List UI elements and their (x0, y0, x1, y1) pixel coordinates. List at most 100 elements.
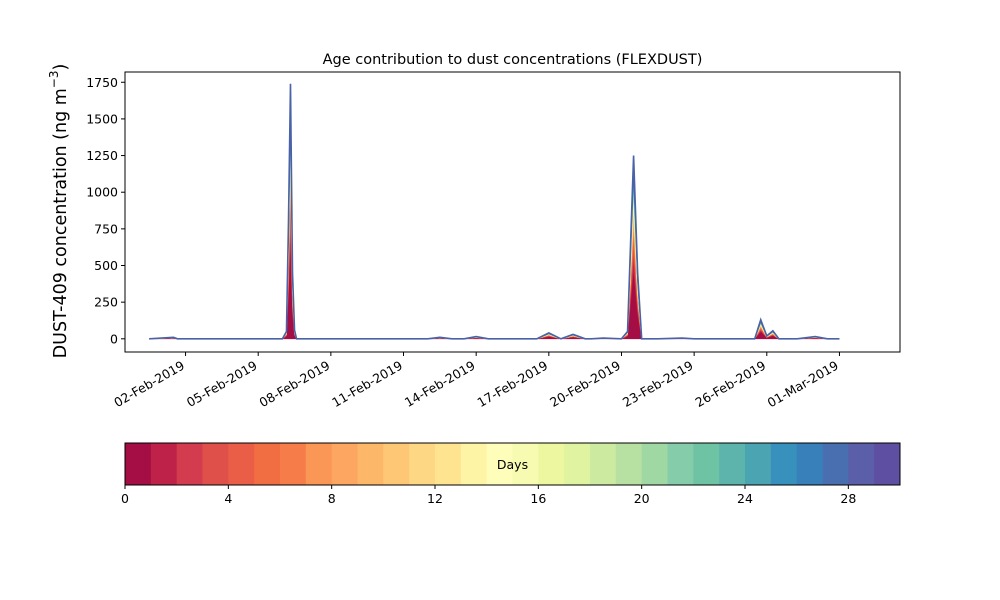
y-axis-label-close: ) (51, 64, 71, 71)
x-tick-label: 23-Feb-2019 (620, 358, 696, 410)
y-axis-label: DUST-409 concentration (ng m−3) (47, 64, 71, 359)
age-layer-day-8 (149, 169, 840, 340)
colorbar-cell-day-11 (409, 443, 436, 485)
colorbar-cell-day-27 (822, 443, 849, 485)
x-tick-label: 05-Feb-2019 (184, 358, 260, 410)
age-layer-day-17 (149, 132, 840, 340)
x-tick-label: 02-Feb-2019 (111, 358, 187, 410)
age-layer-day-5 (149, 189, 840, 340)
colorbar-cell-day-9 (357, 443, 384, 485)
colorbar-cell-day-19 (615, 443, 643, 485)
colorbar-tick-label: 4 (224, 491, 232, 506)
y-axis: 0 250 500 750 1000 1250 1500 1750 (86, 75, 125, 346)
age-layer-day-15 (149, 138, 840, 340)
colorbar: Days 0 4 8 12 16 20 24 28 (121, 442, 901, 506)
colorbar-cell-day-6 (280, 443, 307, 485)
y-tick-label: 1750 (86, 75, 118, 90)
age-layer-day-16 (149, 135, 840, 340)
colorbar-cell-day-1 (150, 443, 178, 485)
age-layer-day-10 (149, 158, 840, 340)
colorbar-cell-day-16 (538, 443, 565, 485)
y-tick-label: 1250 (86, 148, 118, 163)
colorbar-cell-day-0 (125, 443, 152, 485)
colorbar-tick-label: 28 (840, 491, 856, 506)
colorbar-label: Days (497, 457, 528, 472)
colorbar-cell-day-28 (848, 443, 875, 485)
colorbar-cell-day-20 (641, 443, 668, 485)
colorbar-cell-day-15 (512, 443, 539, 485)
colorbar-tick-label: 20 (634, 491, 650, 506)
age-layer-day-29 (149, 96, 840, 340)
colorbar-cell-day-5 (254, 443, 281, 485)
colorbar-cell-day-17 (564, 443, 591, 485)
colorbar-cell-day-25 (770, 443, 798, 485)
age-layer-day-4 (149, 197, 840, 340)
colorbar-cell-day-22 (693, 443, 720, 485)
colorbar-cell-day-14 (486, 443, 513, 485)
age-layer-day-24 (149, 112, 840, 340)
colorbar-ticks: 0 4 8 12 16 20 24 28 (121, 485, 856, 506)
age-layer-day-0 (149, 241, 840, 340)
colorbar-cell-day-2 (176, 443, 203, 485)
colorbar-tick-label: 16 (530, 491, 546, 506)
age-layer-day-3 (149, 206, 840, 340)
colorbar-cell-day-7 (305, 443, 333, 485)
age-layer-day-12 (149, 150, 840, 340)
y-tick-label: 1000 (86, 185, 118, 200)
colorbar-cell-day-3 (202, 443, 229, 485)
y-tick-label: 0 (110, 331, 118, 346)
x-tick-label: 17-Feb-2019 (475, 358, 551, 410)
colorbar-tick-label: 8 (328, 491, 336, 506)
age-stack-layers (149, 83, 840, 340)
age-layer-day-1 (149, 226, 840, 340)
y-tick-label: 1500 (86, 111, 118, 126)
x-axis: 02-Feb-201905-Feb-201908-Feb-201911-Feb-… (111, 352, 841, 410)
age-layer-day-22 (149, 117, 840, 340)
colorbar-tick-label: 24 (737, 491, 753, 506)
chart-title: Age contribution to dust concentrations … (323, 52, 703, 68)
x-tick-label: 14-Feb-2019 (402, 358, 478, 410)
x-tick-label: 01-Mar-2019 (765, 358, 841, 411)
y-axis-label-superscript: −3 (47, 70, 61, 88)
colorbar-frame (124, 442, 901, 486)
plot-frame (124, 71, 901, 353)
colorbar-cell-day-12 (435, 443, 462, 485)
x-tick-label: 20-Feb-2019 (547, 358, 623, 410)
age-layer-day-23 (149, 114, 840, 340)
age-layer-day-25 (149, 109, 840, 340)
y-tick-label: 250 (94, 295, 118, 310)
age-layer-day-6 (149, 182, 840, 340)
plot-area (124, 71, 901, 353)
colorbar-tick-label: 0 (121, 491, 129, 506)
colorbar-cell-day-8 (331, 443, 358, 485)
colorbar-cell-day-10 (383, 443, 410, 485)
age-layer-day-18 (149, 129, 840, 340)
x-tick-label: 11-Feb-2019 (329, 358, 405, 410)
colorbar-cell-day-21 (667, 443, 694, 485)
age-layer-day-26 (149, 107, 840, 340)
age-layer-day-20 (149, 123, 840, 340)
colorbar-cell-day-26 (796, 443, 823, 485)
age-layer-day-19 (149, 126, 840, 340)
age-layer-day-13 (149, 145, 840, 340)
colorbar-cell-day-13 (460, 443, 488, 485)
y-axis-label-main: DUST-409 concentration (ng m (51, 88, 71, 358)
total-concentration-line (149, 83, 840, 340)
colorbar-cell-day-23 (719, 443, 746, 485)
colorbar-cell-day-24 (745, 443, 772, 485)
x-tick-label: 26-Feb-2019 (692, 358, 768, 410)
age-layer-day-7 (149, 175, 840, 340)
colorbar-cell-day-18 (590, 443, 617, 485)
age-layer-day-28 (149, 102, 840, 340)
age-layer-day-2 (149, 216, 840, 340)
colorbar-cell-day-4 (228, 443, 255, 485)
x-tick-label: 08-Feb-2019 (257, 358, 333, 410)
age-layer-day-14 (149, 142, 840, 340)
y-tick-label: 750 (94, 221, 118, 236)
colorbar-tick-label: 12 (427, 491, 443, 506)
age-layer-day-11 (149, 154, 840, 340)
age-layer-day-27 (149, 104, 840, 340)
colorbar-cell-day-29 (874, 443, 901, 485)
age-layer-day-21 (149, 120, 840, 340)
